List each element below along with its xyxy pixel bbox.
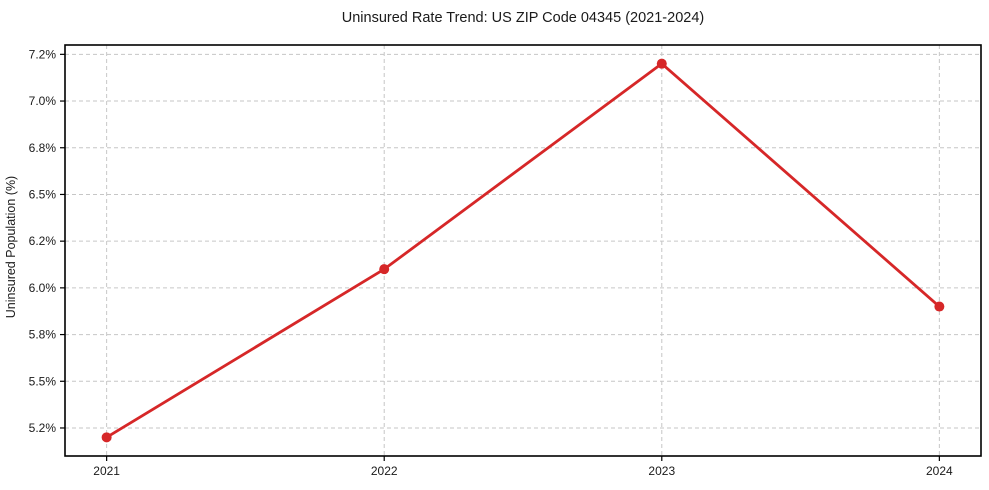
gridlines bbox=[65, 45, 981, 456]
y-tick-label: 7.0% bbox=[29, 94, 57, 108]
y-tick-label: 7.2% bbox=[29, 47, 57, 61]
x-tick-label: 2023 bbox=[648, 464, 675, 478]
x-tick-label: 2022 bbox=[371, 464, 398, 478]
y-tick-label: 5.8% bbox=[29, 328, 57, 342]
y-tick-label: 6.8% bbox=[29, 141, 57, 155]
trend-line bbox=[105, 62, 941, 439]
y-tick-label: 5.5% bbox=[29, 374, 57, 388]
plot-area-border bbox=[64, 44, 982, 457]
data-point-2022 bbox=[379, 264, 390, 275]
x-tick-label: 2021 bbox=[93, 464, 120, 478]
y-tick-label: 6.0% bbox=[29, 281, 57, 295]
x-tick-label: 2024 bbox=[926, 464, 953, 478]
y-tick-label: 6.5% bbox=[29, 187, 57, 201]
data-point-2023 bbox=[656, 58, 667, 69]
data-point-2024 bbox=[934, 301, 945, 312]
axis-tick-labels: 5.2% 5.5% 5.8% 6.0% 6.2% 6.5% 6.8% 7.0% 7.2% 2021… bbox=[29, 47, 953, 478]
data-series bbox=[101, 58, 945, 443]
data-point-2021 bbox=[101, 432, 112, 443]
y-axis-label: Uninsured Population (%) bbox=[4, 176, 18, 318]
y-tick-label: 5.2% bbox=[29, 421, 57, 435]
axis-tick-marks bbox=[60, 53, 940, 461]
y-tick-label: 6.2% bbox=[29, 234, 57, 248]
chart-title: Uninsured Rate Trend: US ZIP Code 04345 … bbox=[342, 10, 704, 26]
